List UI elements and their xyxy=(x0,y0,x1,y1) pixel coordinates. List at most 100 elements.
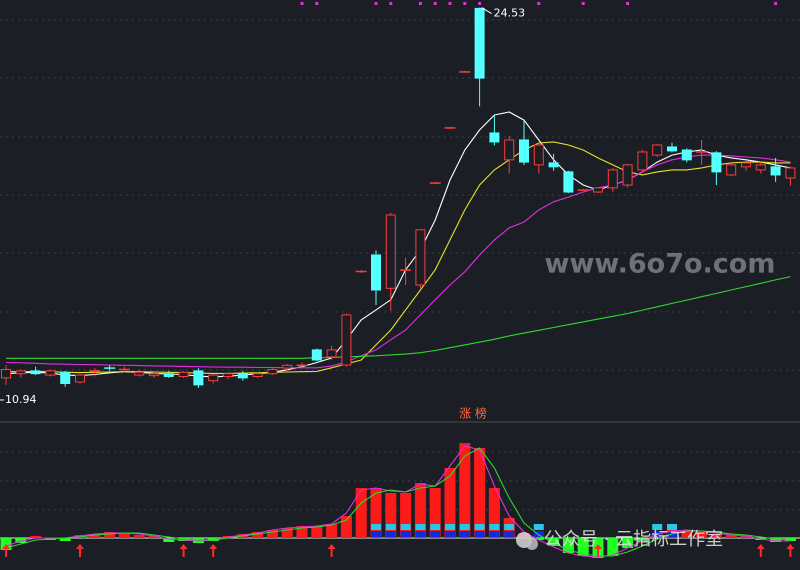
candle-body xyxy=(1,368,11,379)
up-arrow xyxy=(594,544,602,557)
signal-bar-top xyxy=(385,524,396,530)
signal-bar-bottom xyxy=(400,531,411,537)
indicator-bar xyxy=(474,448,486,538)
candle-body xyxy=(533,144,544,166)
indicator-bar xyxy=(326,524,338,538)
up-arrow xyxy=(2,544,10,557)
indicator-bar xyxy=(370,488,382,538)
indicator-bar xyxy=(89,534,101,538)
indicator-bar xyxy=(636,538,648,542)
candle-body xyxy=(237,373,248,379)
indicator-bar xyxy=(148,536,160,538)
caption: 公众号 · 云指标工作室 xyxy=(544,529,723,550)
signal-bar-top xyxy=(445,524,455,530)
indicator-bar xyxy=(533,538,545,540)
up-arrow xyxy=(179,544,188,557)
candle-body xyxy=(622,164,633,186)
indicator-line xyxy=(5,447,791,557)
indicator-bar xyxy=(252,532,264,538)
signal-dot xyxy=(478,2,482,5)
candle-body xyxy=(548,162,559,168)
main-grid xyxy=(0,19,800,511)
signal-bar-top xyxy=(371,524,381,530)
candle-body xyxy=(193,370,204,386)
signal-dot xyxy=(433,2,437,5)
signal-bar-top xyxy=(459,524,470,530)
candle-body xyxy=(75,374,85,383)
signal-bar-bottom xyxy=(489,531,500,537)
indicator-bar xyxy=(444,468,456,538)
signal-bar-bottom xyxy=(445,531,455,537)
indicator-bar xyxy=(740,536,752,538)
indicator-bar xyxy=(607,538,619,556)
candle-body xyxy=(607,169,618,189)
max-pointer xyxy=(481,7,492,14)
up-arrow xyxy=(786,544,795,557)
signal-dot xyxy=(626,2,630,5)
candle-body xyxy=(208,374,219,382)
ma-line xyxy=(6,276,791,359)
indicator-bar xyxy=(414,483,426,538)
signal-dot xyxy=(389,2,393,5)
signal-bar-top xyxy=(474,524,485,530)
indicator-bar xyxy=(459,443,471,538)
indicator-bar xyxy=(400,493,412,538)
indicator-bar xyxy=(710,534,722,538)
signal-dot xyxy=(315,2,319,5)
signal-bar-bottom xyxy=(371,531,381,537)
indicator-bar xyxy=(340,516,352,538)
candle-body xyxy=(593,187,603,193)
candle-body xyxy=(163,373,174,377)
signal-bar-top xyxy=(533,524,544,530)
candle-body xyxy=(563,171,574,193)
up-arrow xyxy=(327,544,336,557)
signal-bar-top xyxy=(489,524,500,530)
indicator-bar xyxy=(118,533,130,538)
indicator-bar xyxy=(696,532,708,538)
indicator-bar xyxy=(281,528,293,538)
up-arrow xyxy=(76,544,84,557)
caption-block: 公众号 · 云指标工作室 xyxy=(516,529,723,550)
candle-body xyxy=(178,371,189,377)
signal-dot xyxy=(463,2,467,5)
candle-body xyxy=(667,146,677,152)
indicator-bar xyxy=(562,538,574,553)
signal-bar-bottom xyxy=(504,531,515,537)
ma-line xyxy=(6,141,791,374)
up-arrow xyxy=(209,544,218,557)
signal-dot xyxy=(374,2,378,5)
candle-body xyxy=(504,139,515,161)
indicator-bar xyxy=(355,488,367,538)
indicator-bar xyxy=(266,530,278,538)
candle-body xyxy=(15,370,26,375)
signal-bar-bottom xyxy=(533,531,544,537)
watermark: www.6o7o.com xyxy=(545,249,776,280)
indicator-bar xyxy=(133,535,145,538)
candle-body xyxy=(134,371,145,376)
signal-bar-bottom xyxy=(459,531,470,537)
candle-body xyxy=(385,214,396,289)
candle-body xyxy=(652,144,663,156)
candle-body xyxy=(252,373,263,377)
indicator-bar xyxy=(30,536,42,538)
indicator-bar xyxy=(163,538,175,542)
signal-bar-top xyxy=(400,524,411,530)
candle-body xyxy=(741,162,751,168)
indicator-bar xyxy=(548,538,560,546)
candle-body xyxy=(223,373,233,377)
ma-line xyxy=(5,154,791,369)
signal-dot xyxy=(418,2,422,5)
indicator-bar xyxy=(296,526,308,538)
price-panel: 24.53 10.94 xyxy=(0,2,796,406)
candle-body xyxy=(326,349,337,358)
max-label: 24.53 xyxy=(494,7,525,20)
signal-bar-bottom xyxy=(415,531,426,537)
candle-body xyxy=(60,371,71,384)
indicator-bar xyxy=(104,532,116,538)
candle-body xyxy=(415,229,426,286)
candle-body xyxy=(267,368,278,375)
candle-body xyxy=(785,167,796,179)
